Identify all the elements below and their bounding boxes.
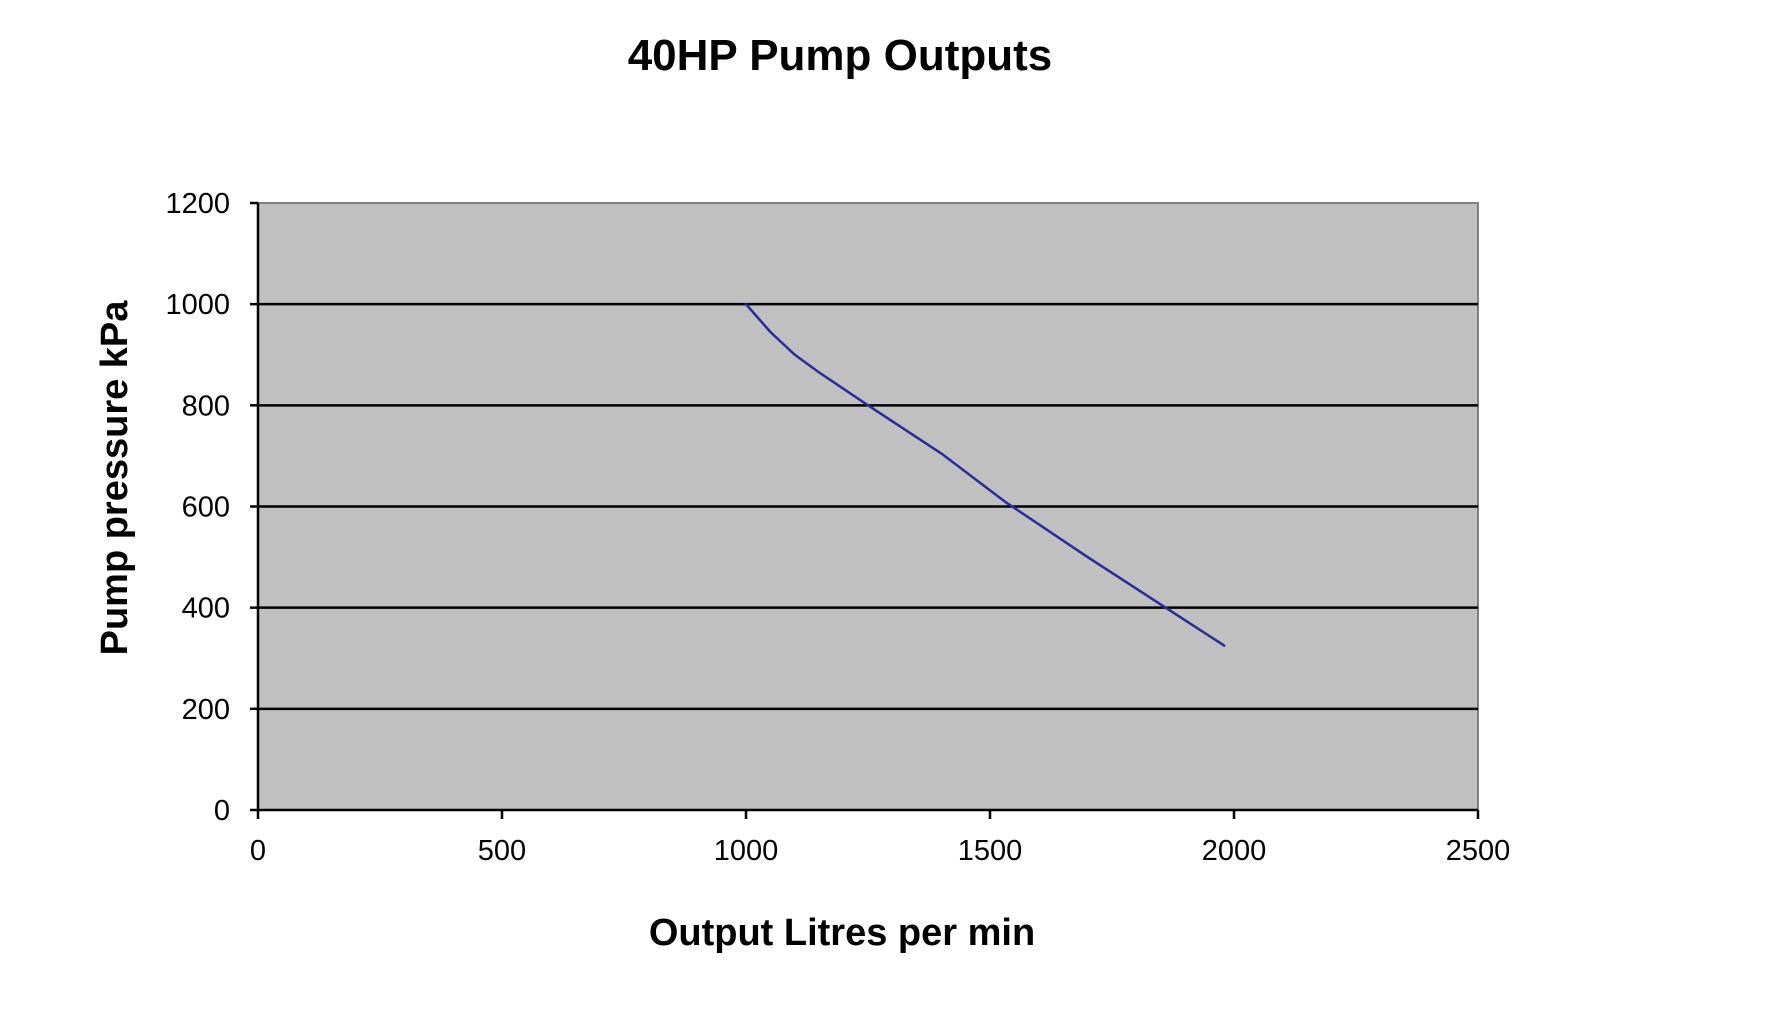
x-tick-label: 2000 (1202, 835, 1267, 867)
series-line (744, 302, 1226, 647)
x-tick-label: 500 (478, 835, 526, 867)
x-tick-label: 1000 (714, 835, 779, 867)
x-axis-title: Output Litres per min (649, 912, 1035, 954)
x-axis-ticks: 0 500 1000 1500 2000 2500 (250, 810, 1510, 867)
y-tick-label: 400 (182, 593, 230, 625)
x-tick-label: 2500 (1446, 835, 1511, 867)
y-tick-label: 200 (182, 694, 230, 726)
y-axis-ticks: 0 200 400 600 800 1000 1200 (165, 188, 258, 827)
y-tick-label: 1200 (165, 188, 230, 220)
series-group (744, 302, 1226, 647)
gridlines (258, 302, 1478, 711)
y-tick-label: 0 (214, 795, 230, 827)
chart-title: 40HP Pump Outputs (628, 31, 1053, 80)
x-tick-label: 1500 (958, 835, 1023, 867)
y-tick-label: 1000 (165, 289, 230, 321)
y-axis-title: Pump pressure kPa (94, 300, 136, 656)
x-tick-label: 0 (250, 835, 266, 867)
y-tick-label: 800 (182, 390, 230, 422)
y-tick-label: 600 (182, 492, 230, 524)
